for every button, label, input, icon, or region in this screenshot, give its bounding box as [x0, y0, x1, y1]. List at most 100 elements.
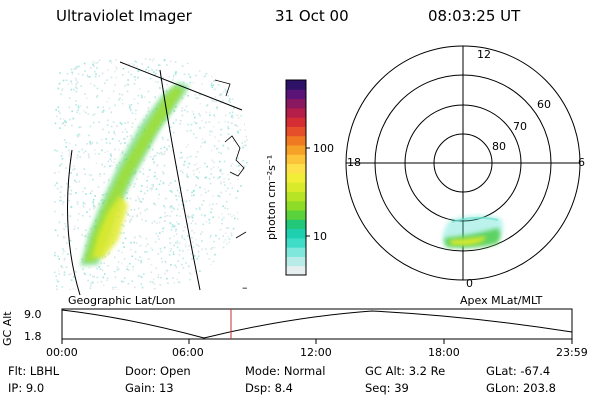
noise-pixel	[106, 279, 108, 282]
noise-pixel	[59, 199, 61, 202]
noise-pixel	[181, 263, 183, 266]
noise-pixel	[86, 97, 88, 100]
noise-pixel	[215, 100, 217, 103]
noise-pixel	[176, 246, 179, 249]
noise-pixel	[141, 185, 143, 187]
noise-pixel	[172, 79, 174, 81]
noise-pixel	[113, 132, 116, 134]
noise-pixel	[243, 166, 245, 169]
noise-pixel	[54, 254, 56, 257]
noise-pixel	[58, 273, 60, 275]
noise-pixel	[85, 235, 87, 238]
noise-pixel	[124, 128, 127, 131]
noise-pixel	[169, 250, 172, 252]
noise-pixel	[210, 97, 213, 100]
noise-pixel	[69, 289, 71, 290]
noise-pixel	[243, 229, 246, 232]
noise-pixel	[191, 215, 193, 217]
noise-pixel	[158, 217, 160, 219]
noise-pixel	[180, 151, 183, 154]
noise-pixel	[243, 218, 245, 220]
noise-pixel	[118, 148, 121, 151]
noise-pixel	[237, 189, 239, 192]
noise-pixel	[121, 195, 123, 198]
noise-pixel	[159, 64, 161, 66]
noise-pixel	[190, 229, 193, 232]
noise-pixel	[137, 70, 140, 73]
noise-pixel	[76, 66, 79, 68]
noise-pixel	[92, 199, 95, 201]
noise-pixel	[55, 109, 57, 111]
noise-pixel	[133, 98, 136, 100]
colorbar-segment	[286, 80, 306, 90]
noise-pixel	[201, 83, 203, 86]
noise-pixel	[232, 81, 234, 83]
noise-pixel	[148, 130, 150, 133]
noise-pixel	[203, 141, 206, 144]
noise-pixel	[198, 94, 201, 96]
noise-pixel	[171, 99, 173, 101]
noise-pixel	[212, 84, 215, 87]
noise-pixel	[119, 97, 121, 99]
coastline	[214, 79, 231, 97]
noise-pixel	[118, 140, 120, 142]
noise-pixel	[160, 257, 163, 260]
noise-pixel	[169, 182, 172, 184]
noise-pixel	[65, 146, 67, 148]
noise-pixel	[192, 214, 195, 216]
noise-pixel	[196, 257, 199, 260]
noise-pixel	[224, 63, 226, 65]
noise-pixel	[115, 59, 117, 61]
noise-pixel	[83, 152, 85, 154]
noise-pixel	[228, 100, 230, 102]
noise-pixel	[129, 161, 131, 164]
noise-pixel	[183, 204, 186, 207]
noise-pixel	[237, 157, 239, 160]
noise-pixel	[62, 88, 64, 90]
noise-pixel	[231, 122, 233, 124]
noise-pixel	[125, 191, 128, 194]
noise-pixel	[143, 273, 145, 275]
noise-pixel	[94, 76, 97, 78]
noise-pixel	[197, 97, 199, 100]
noise-pixel	[241, 106, 243, 109]
noise-pixel	[219, 169, 221, 172]
noise-pixel	[249, 203, 251, 205]
noise-pixel	[89, 287, 92, 289]
noise-pixel	[89, 82, 92, 85]
noise-pixel	[100, 280, 103, 283]
noise-pixel	[188, 73, 190, 76]
noise-pixel	[228, 238, 231, 240]
noise-pixel	[97, 106, 99, 109]
noise-pixel	[97, 235, 99, 237]
noise-pixel	[174, 61, 177, 63]
noise-pixel	[86, 74, 89, 77]
noise-pixel	[188, 163, 191, 165]
noise-pixel	[69, 97, 71, 99]
noise-pixel	[54, 229, 57, 232]
noise-pixel	[73, 88, 75, 91]
noise-pixel	[187, 217, 190, 219]
noise-pixel	[169, 215, 171, 217]
noise-pixel	[61, 123, 64, 125]
noise-pixel	[85, 260, 88, 263]
noise-pixel	[179, 157, 181, 159]
noise-pixel	[84, 229, 87, 231]
noise-pixel	[114, 181, 117, 183]
grid-line	[119, 61, 243, 111]
noise-pixel	[215, 148, 218, 150]
noise-pixel	[130, 218, 133, 220]
noise-pixel	[177, 260, 179, 262]
noise-pixel	[190, 253, 192, 255]
noise-pixel	[91, 59, 94, 62]
noise-pixel	[80, 85, 82, 87]
noise-pixel	[198, 62, 200, 65]
noise-pixel	[87, 113, 89, 115]
noise-pixel	[60, 93, 62, 95]
noise-pixel	[84, 187, 86, 189]
noise-pixel	[204, 75, 206, 78]
noise-pixel	[183, 229, 185, 232]
noise-pixel	[198, 112, 200, 115]
noise-pixel	[215, 234, 217, 237]
noise-pixel	[123, 246, 125, 248]
